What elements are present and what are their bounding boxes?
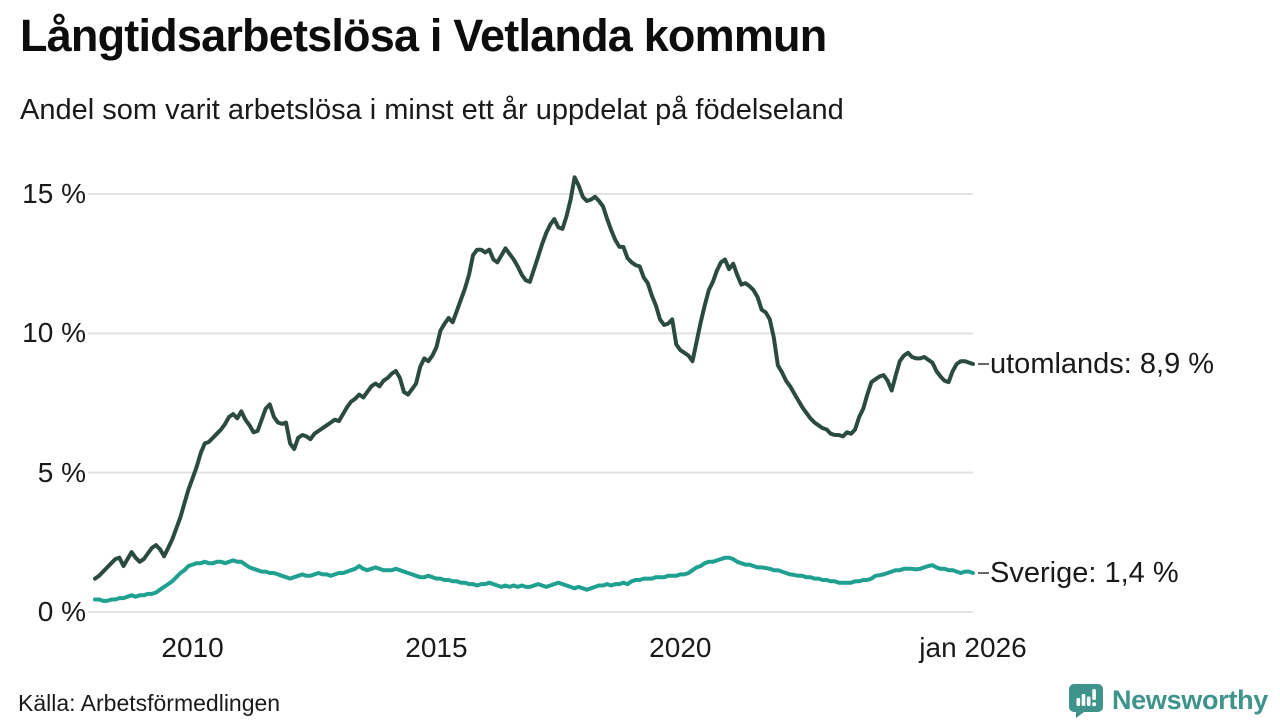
series-line-Sverige [93, 555, 975, 603]
x-tick-label: jan 2026 [919, 632, 1027, 663]
series-line-utomlands [93, 175, 975, 581]
y-tick-label: 0 % [37, 596, 86, 627]
x-tick-label: 2010 [161, 632, 224, 663]
series-end-label-utomlands: utomlands: 8,9 % [990, 347, 1215, 380]
page-title: Långtidsarbetslösa i Vetlanda kommun [20, 10, 827, 61]
page-subtitle: Andel som varit arbetslösa i minst ett å… [20, 94, 844, 126]
y-tick-label: 15 % [22, 177, 86, 209]
newsworthy-brand: Newsworthy [1068, 682, 1268, 718]
x-tick-label: 2020 [649, 632, 712, 663]
x-tick-label: 2015 [405, 632, 468, 663]
brand-name: Newsworthy [1111, 684, 1268, 715]
bar-chart-speech-bubble-icon [1068, 684, 1103, 718]
y-tick-label: 5 % [37, 456, 86, 488]
source-note: Källa: Arbetsförmedlingen [18, 690, 281, 716]
series-end-label-Sverige: Sverige: 1,4 % [990, 556, 1179, 589]
y-tick-label: 10 % [22, 317, 86, 349]
